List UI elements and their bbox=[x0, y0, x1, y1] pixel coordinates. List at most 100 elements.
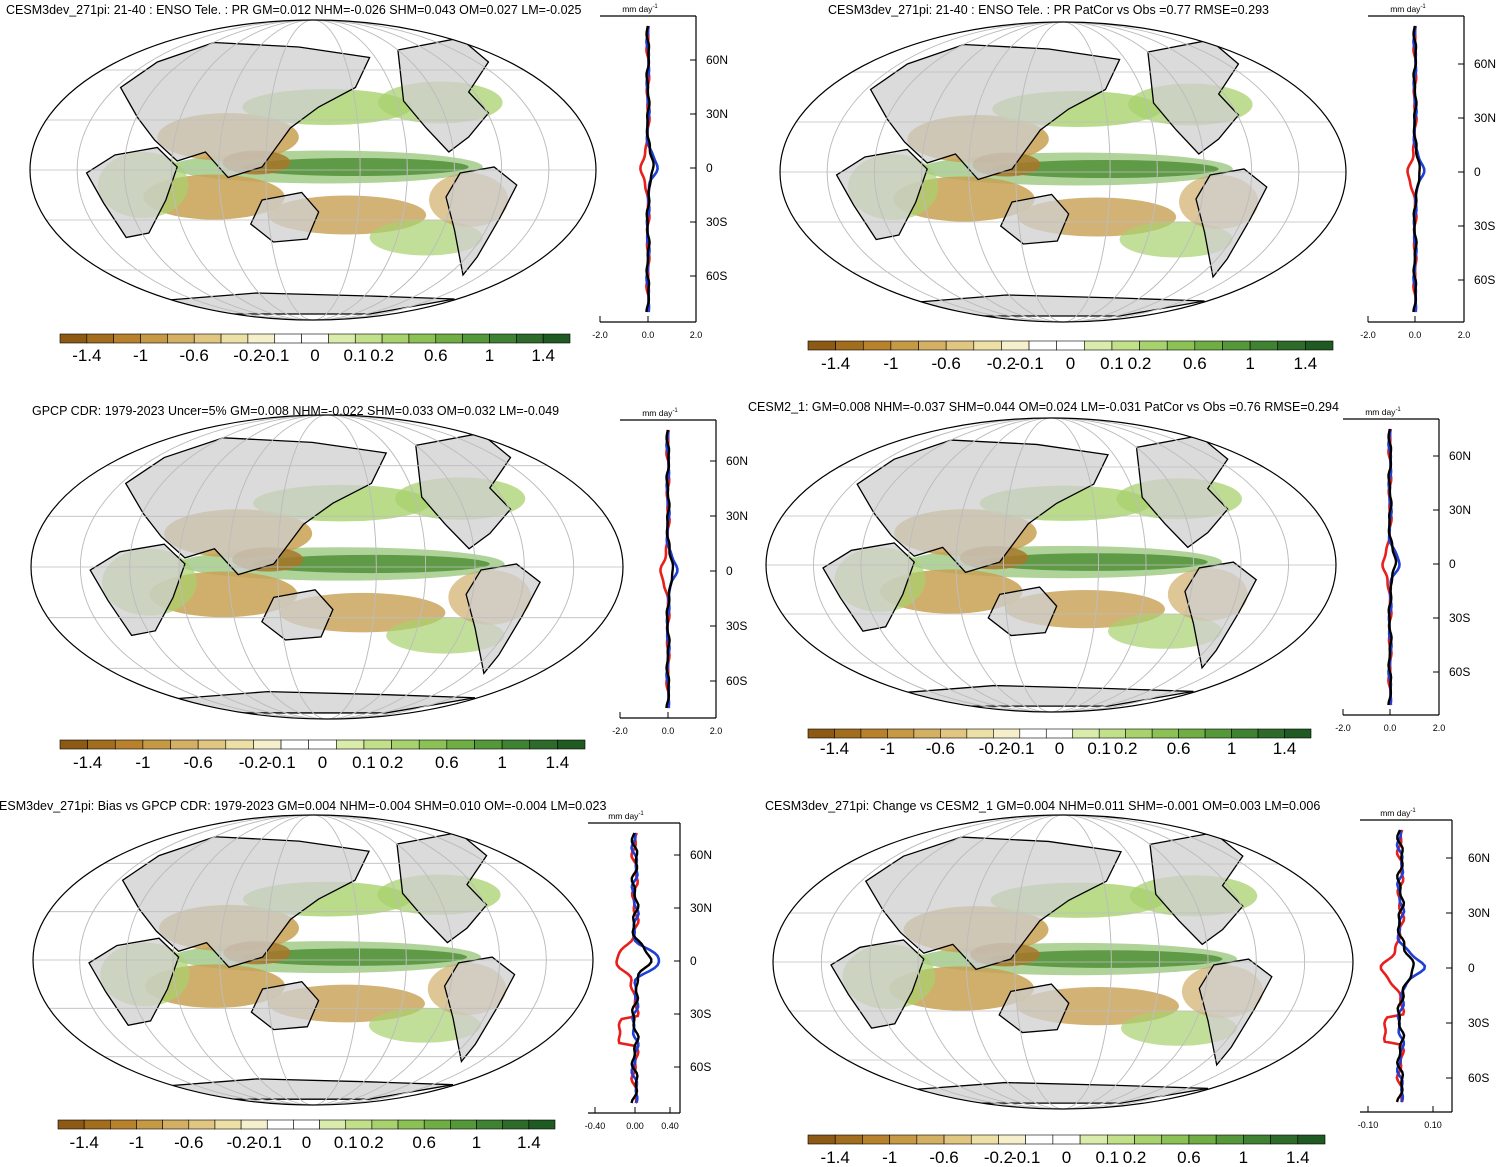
colorbar-label: -1.4 bbox=[73, 753, 102, 772]
colorbar-swatch bbox=[1297, 1134, 1326, 1145]
colorbar-label: -0.6 bbox=[184, 753, 213, 772]
colorbar-swatch bbox=[450, 1119, 477, 1130]
map-panel-4: CESM2_1: GM=0.008 NHM=-0.037 SHM=0.044 O… bbox=[748, 395, 1496, 775]
colorbar-swatch bbox=[225, 739, 254, 750]
colorbar-label: -1 bbox=[882, 1148, 897, 1167]
colorbar-label: 0.6 bbox=[412, 1133, 436, 1152]
x-tick-label: -2.0 bbox=[1360, 330, 1376, 340]
colorbar-label: 0.2 bbox=[1123, 1148, 1147, 1167]
land-outline bbox=[397, 37, 490, 153]
colorbar-swatch bbox=[193, 333, 222, 344]
colorbar-swatch bbox=[1056, 340, 1085, 351]
colorbar-swatch bbox=[1072, 728, 1100, 739]
colorbar-label: 1.4 bbox=[1273, 739, 1297, 758]
colorbar-swatch bbox=[136, 1119, 163, 1130]
colorbar-label: -1 bbox=[135, 753, 150, 772]
colorbar-swatch bbox=[1134, 1134, 1163, 1145]
colorbar-swatch bbox=[1098, 728, 1126, 739]
land-outline bbox=[474, 819, 516, 845]
x-tick-label: 2.0 bbox=[710, 726, 723, 736]
colorbar-swatch bbox=[1204, 728, 1232, 739]
graticule-lon bbox=[826, 22, 1300, 322]
colorbar-swatch bbox=[1222, 340, 1251, 351]
colorbar-swatch bbox=[59, 739, 88, 750]
lat-tick-label: 60N bbox=[1474, 57, 1496, 71]
profile-unit: mm day-1 bbox=[1390, 4, 1426, 14]
colorbar-swatch bbox=[391, 739, 420, 750]
panel-title: CESM3dev_271pi: Change vs CESM2_1 GM=0.0… bbox=[765, 799, 1321, 813]
lat-tick-label: 60N bbox=[690, 848, 712, 862]
land-outline bbox=[987, 586, 1058, 637]
lat-tick-label: 60N bbox=[1468, 851, 1490, 865]
x-tick-label: 2.0 bbox=[1458, 330, 1471, 340]
panel-title: CESM2_1: GM=0.008 NHM=-0.037 SHM=0.044 O… bbox=[748, 400, 1339, 414]
colorbar-label: 0.1 bbox=[1095, 1148, 1119, 1167]
lat-tick-label: 0 bbox=[706, 161, 713, 175]
colorbar-swatch bbox=[1284, 728, 1312, 739]
colorbar-label: 0.6 bbox=[1167, 739, 1191, 758]
colorbar-swatch bbox=[446, 739, 475, 750]
colorbar-label: 0.6 bbox=[1177, 1148, 1201, 1167]
colorbar-swatch bbox=[140, 333, 168, 344]
black-series-line bbox=[1387, 428, 1398, 706]
colorbar-label: -0.6 bbox=[926, 739, 955, 758]
map-panel-6: CESM3dev_271pi: Change vs CESM2_1 GM=0.0… bbox=[748, 790, 1496, 1167]
colorbar-swatch bbox=[1025, 1134, 1054, 1145]
map: -1.4 -1 -0.6 -0.2-0.1 0 0.1 0.2 0.6 1 1.4 mm day-1… bbox=[29, 4, 728, 365]
colorbar: -1.4 -1 -0.6 -0.2-0.1 0 0.1 0.2 0.6 1 1.4 bbox=[807, 1134, 1326, 1167]
graticule-lon bbox=[917, 815, 1209, 1109]
colorbar-swatch bbox=[476, 1119, 503, 1130]
colorbar-label: 1 bbox=[485, 346, 494, 365]
map: -1.4 -1 -0.6 -0.2-0.1 0 0.1 0.2 0.6 1 1.4 mm day-1… bbox=[30, 408, 748, 772]
colorbar-label: -0.2 bbox=[233, 346, 262, 365]
colorbar-swatch bbox=[1111, 340, 1140, 351]
colorbar-swatch bbox=[807, 728, 835, 739]
graticule-lon bbox=[79, 815, 547, 1105]
colorbar-swatch bbox=[834, 728, 862, 739]
colorbar-swatch bbox=[887, 728, 915, 739]
colorbar-swatch bbox=[336, 739, 365, 750]
colorbar-swatch bbox=[993, 728, 1021, 739]
graticule-lon bbox=[172, 815, 454, 1105]
colorbar-swatch bbox=[162, 1119, 190, 1130]
colorbar-swatch bbox=[397, 1119, 425, 1130]
colorbar-label: -0.1 bbox=[1005, 739, 1034, 758]
map: -1.4 -1 -0.6 -0.2-0.1 0 0.1 0.2 0.6 1 1.4 mm day-1… bbox=[32, 811, 712, 1152]
colorbar-swatch bbox=[274, 333, 302, 344]
graticule-lon bbox=[123, 20, 503, 320]
colorbar-label: 0 bbox=[302, 1133, 311, 1152]
lat-tick-label: 30S bbox=[706, 215, 727, 229]
colorbar-swatch bbox=[807, 1134, 836, 1145]
map-border bbox=[772, 814, 1354, 1110]
lat-tick-label: 30S bbox=[726, 619, 747, 633]
colorbar-swatch bbox=[918, 340, 947, 351]
colorbar-swatch bbox=[418, 739, 448, 750]
colorbar-label: -0.6 bbox=[929, 1148, 958, 1167]
colorbar-swatch bbox=[889, 1134, 918, 1145]
lat-tick-label: 30N bbox=[726, 509, 748, 523]
colorbar-label: 0.2 bbox=[1114, 739, 1138, 758]
panel-title: GPCP CDR: 1979-2023 Uncer=5% GM=0.008 NH… bbox=[32, 404, 560, 418]
land-outline bbox=[497, 420, 542, 447]
colorbar-swatch bbox=[1161, 1134, 1190, 1145]
x-tick-label: 2.0 bbox=[1433, 723, 1446, 733]
x-tick-label: 0.0 bbox=[1384, 723, 1397, 733]
colorbar-swatch bbox=[913, 728, 941, 739]
colorbar-swatch bbox=[435, 333, 463, 344]
colorbar-swatch bbox=[240, 1119, 268, 1130]
colorbar-swatch bbox=[834, 1134, 863, 1145]
colorbar-swatch bbox=[1019, 728, 1047, 739]
colorbar-swatch bbox=[860, 728, 888, 739]
graticule-lon bbox=[873, 22, 1253, 322]
colorbar-swatch bbox=[1215, 1134, 1244, 1145]
colorbar-swatch bbox=[973, 340, 1002, 351]
colorbar-swatch bbox=[489, 333, 517, 344]
graticule-lon bbox=[1015, 22, 1111, 322]
colorbar-swatch bbox=[423, 1119, 451, 1130]
colorbar-swatch bbox=[345, 1119, 373, 1130]
colorbar-label: 0.2 bbox=[360, 1133, 384, 1152]
zonal-profile: mm day-1 60N 30N 0 30S 60S -0.40 0.00 0.40 bbox=[585, 811, 712, 1131]
colorbar-label: -0.6 bbox=[180, 346, 209, 365]
colorbar-label: 1 bbox=[1245, 354, 1254, 373]
profile-unit: mm day-1 bbox=[608, 811, 644, 821]
